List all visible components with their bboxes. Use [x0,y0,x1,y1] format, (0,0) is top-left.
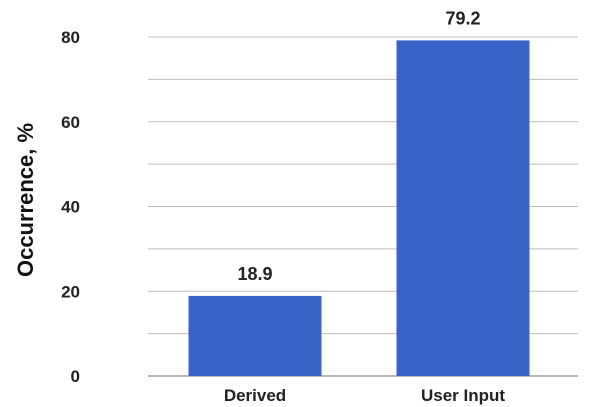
x-category-label: Derived [224,386,286,405]
y-tick-label: 0 [71,367,80,386]
bar-user-input [397,40,530,376]
y-tick-label: 40 [61,198,80,217]
bar-derived [189,296,322,376]
x-axis-categories: Derived User Input [224,386,506,405]
data-label: 18.9 [237,264,272,284]
x-category-label: User Input [421,386,505,405]
y-tick-label: 20 [61,282,80,301]
data-label: 79.2 [445,8,480,28]
y-tick-label: 80 [61,28,80,47]
y-tick-label: 60 [61,113,80,132]
y-axis-title: Occurrence, % [13,123,38,277]
y-axis-ticks: 0 20 40 60 80 [61,28,80,386]
bars [189,40,530,376]
